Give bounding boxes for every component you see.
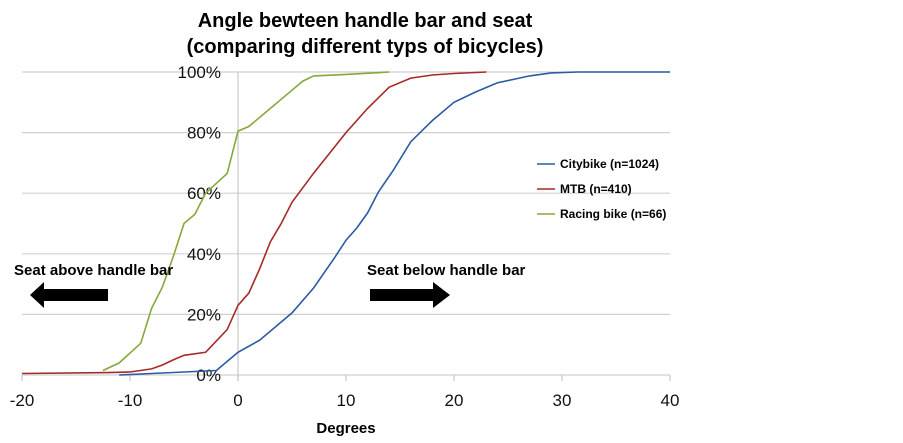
series-line-0: [119, 71, 670, 376]
series-line-2: [102, 71, 390, 372]
chart-title-line-1: Angle bewteen handle bar and seat: [198, 10, 533, 32]
series-lines: [21, 71, 670, 376]
y-tick-label: 40%: [187, 245, 221, 264]
annotation-seat-below: Seat below handle bar: [367, 262, 526, 279]
y-tick-label: 100%: [178, 63, 221, 82]
series-line-1: [21, 71, 487, 375]
tick-labels: 0%20%40%60%80%100%-20 -10 0 10 20 30 40: [10, 63, 680, 410]
y-tick-label: 60%: [187, 184, 221, 203]
legend-label: Citybike (n=1024): [560, 157, 659, 171]
legend-label: MTB (n=410): [560, 182, 632, 196]
left-arrow-icon: [30, 282, 108, 308]
x-tick-label: 20: [445, 391, 464, 410]
y-tick-label: 20%: [187, 305, 221, 324]
x-tick-label: 30: [553, 391, 572, 410]
x-tick-label: -20: [10, 391, 35, 410]
legend: Citybike (n=1024) MTB (n=410) Racing bike …: [537, 157, 666, 221]
chart-title-line-2: (comparing different typs of bicycles): [187, 36, 544, 58]
gridlines: [21, 71, 671, 381]
right-arrow-icon: [370, 282, 450, 308]
annotation-seat-above: Seat above handle bar: [14, 262, 173, 279]
x-tick-label: 40: [661, 391, 680, 410]
x-tick-label: 10: [337, 391, 356, 410]
y-tick-label: 80%: [187, 124, 221, 143]
x-tick-label: -10: [118, 391, 143, 410]
legend-label: Racing bike (n=66): [560, 207, 666, 221]
x-tick-label: 0: [233, 391, 242, 410]
x-axis-label: Degrees: [316, 420, 375, 437]
